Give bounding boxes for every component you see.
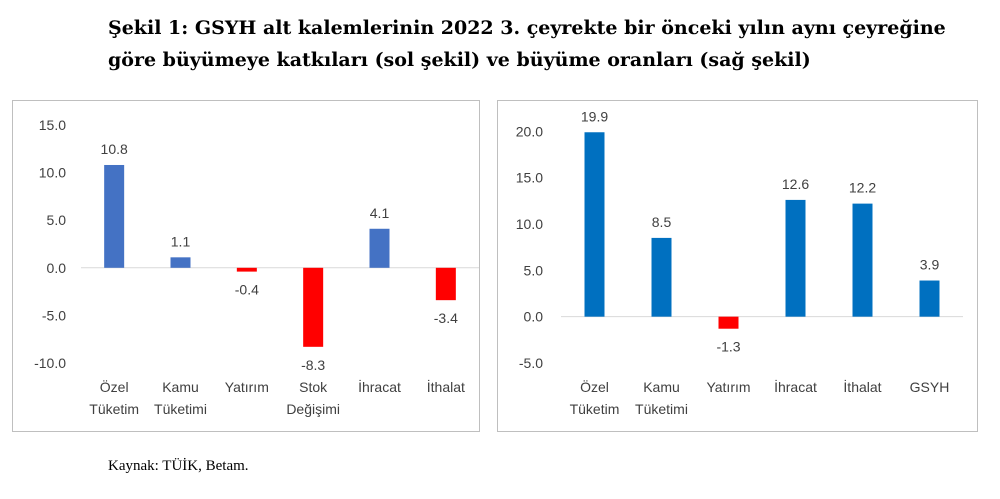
- contribution-data-label: 10.8: [101, 141, 128, 157]
- contribution-category-label: Tüketimi: [154, 401, 207, 417]
- growth-bar: [785, 199, 806, 317]
- contribution-category-label: Özel: [100, 378, 129, 395]
- growth-y-tick: 20.0: [516, 123, 543, 139]
- contribution-bar: [369, 228, 390, 268]
- growth-data-label: 3.9: [920, 257, 940, 273]
- growth-category-label: GSYH: [910, 379, 950, 395]
- growth-category-label: Yatırım: [706, 379, 750, 395]
- growth-rate-chart: 25.020.015.010.05.00.0-5.019.9ÖzelTüketi…: [497, 100, 978, 432]
- growth-bar: [852, 203, 873, 317]
- contribution-data-label: -3.4: [434, 310, 458, 326]
- contribution-y-tick: 10.0: [39, 165, 66, 181]
- contribution-category-label: Stok: [299, 379, 328, 395]
- contribution-bar: [303, 267, 324, 347]
- contribution-y-tick: 5.0: [47, 212, 67, 228]
- growth-bar: [919, 280, 940, 317]
- growth-rate-chart-svg: 25.020.015.010.05.00.0-5.019.9ÖzelTüketi…: [516, 108, 963, 417]
- growth-category-label: Kamu: [643, 379, 680, 395]
- contribution-category-label: Değişimi: [286, 401, 340, 417]
- contribution-bar: [435, 267, 456, 301]
- source-note: Kaynak: TÜİK, Betam.: [108, 458, 249, 474]
- growth-y-tick: 5.0: [524, 262, 544, 278]
- growth-data-label: 12.2: [849, 180, 876, 196]
- contribution-category-label: İhracat: [358, 378, 401, 395]
- contribution-category-label: Tüketim: [89, 401, 139, 417]
- contribution-y-tick: -5.0: [42, 307, 66, 323]
- growth-category-label: İhracat: [774, 378, 817, 395]
- contribution-data-label: -8.3: [301, 357, 325, 373]
- growth-data-label: 19.9: [581, 108, 608, 124]
- growth-category-label: İthalat: [843, 378, 881, 395]
- contribution-chart: 15.0 10.0 5.0 0.0 -5.0 -10.0 10.8 Özel Tüketim 1.…: [12, 100, 480, 432]
- growth-bar: [718, 316, 739, 329]
- growth-category-label: Tüketim: [570, 401, 620, 417]
- growth-category-label: Özel: [580, 378, 609, 395]
- growth-y-tick: -5.0: [519, 355, 543, 371]
- growth-data-label: 8.5: [652, 214, 672, 230]
- growth-category-label: Tüketimi: [635, 401, 688, 417]
- contribution-category-label: İthalat: [427, 378, 465, 395]
- contribution-y-tick: -10.0: [34, 355, 66, 371]
- growth-y-tick: 0.0: [524, 309, 544, 325]
- contribution-data-label: 1.1: [171, 233, 191, 249]
- contribution-y-tick: 15.0: [39, 117, 66, 133]
- contribution-data-label: -0.4: [235, 282, 259, 298]
- contribution-category-label: Kamu: [162, 379, 199, 395]
- growth-y-tick: 15.0: [516, 170, 543, 186]
- growth-y-tick: 10.0: [516, 216, 543, 232]
- contribution-bar: [236, 267, 257, 272]
- figure-title-line1: Şekil 1: GSYH alt kalemlerinin 2022 3. ç…: [108, 17, 946, 39]
- contribution-data-label: 4.1: [370, 205, 390, 221]
- contribution-category-label: Yatırım: [225, 379, 269, 395]
- contribution-bar: [104, 164, 125, 268]
- growth-bar: [584, 132, 605, 317]
- growth-bar: [651, 237, 672, 317]
- figure-title: Şekil 1: GSYH alt kalemlerinin 2022 3. ç…: [108, 12, 968, 76]
- growth-data-label: 12.6: [782, 176, 809, 192]
- figure-title-line2: göre büyümeye katkıları (sol şekil) ve b…: [108, 49, 811, 71]
- contribution-bar: [170, 257, 191, 268]
- contribution-y-tick: 0.0: [47, 260, 67, 276]
- growth-data-label: -1.3: [716, 339, 740, 355]
- contribution-chart-svg: 15.0 10.0 5.0 0.0 -5.0 -10.0 10.8 Özel Tüketim 1.…: [34, 117, 479, 417]
